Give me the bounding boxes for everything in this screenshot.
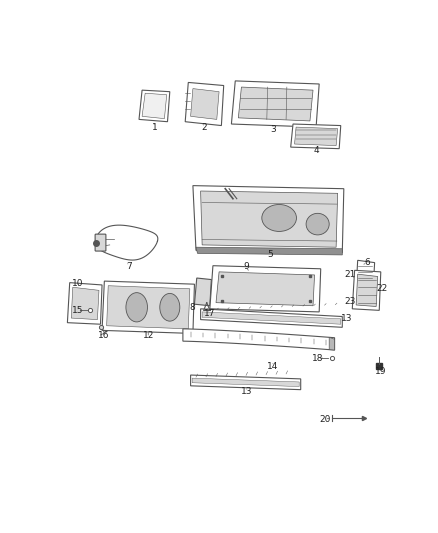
Text: 18: 18 xyxy=(312,353,323,362)
Polygon shape xyxy=(185,83,224,126)
Polygon shape xyxy=(196,247,342,255)
Text: 14: 14 xyxy=(267,362,279,371)
Text: 2: 2 xyxy=(201,123,206,132)
Polygon shape xyxy=(102,281,194,334)
Ellipse shape xyxy=(126,293,148,322)
Ellipse shape xyxy=(160,294,180,321)
Polygon shape xyxy=(191,88,219,119)
Polygon shape xyxy=(139,90,170,122)
Polygon shape xyxy=(238,87,313,121)
Polygon shape xyxy=(107,286,190,329)
Text: 23: 23 xyxy=(344,297,356,305)
Polygon shape xyxy=(194,278,212,306)
Text: 15: 15 xyxy=(72,306,83,315)
Polygon shape xyxy=(201,191,338,247)
Polygon shape xyxy=(67,282,102,324)
Polygon shape xyxy=(356,260,374,290)
Polygon shape xyxy=(291,124,341,149)
Text: 10: 10 xyxy=(72,279,84,288)
Text: 12: 12 xyxy=(142,330,154,340)
Polygon shape xyxy=(95,225,158,260)
Polygon shape xyxy=(352,270,381,310)
Text: 13: 13 xyxy=(241,387,253,397)
Text: 21: 21 xyxy=(344,270,356,279)
Text: 1: 1 xyxy=(152,123,157,132)
Polygon shape xyxy=(329,337,335,350)
Polygon shape xyxy=(71,287,99,320)
Text: 8: 8 xyxy=(189,303,195,312)
Polygon shape xyxy=(210,265,321,312)
Text: 4: 4 xyxy=(313,146,319,155)
Polygon shape xyxy=(193,185,344,253)
Polygon shape xyxy=(191,375,301,390)
Text: 16: 16 xyxy=(98,330,110,340)
Polygon shape xyxy=(231,81,319,127)
Text: 7: 7 xyxy=(126,262,132,271)
Text: 22: 22 xyxy=(377,284,388,293)
Ellipse shape xyxy=(306,213,329,235)
Text: 19: 19 xyxy=(375,367,386,376)
Text: 6: 6 xyxy=(365,258,371,267)
Polygon shape xyxy=(216,272,314,306)
Text: 13: 13 xyxy=(341,313,353,322)
Polygon shape xyxy=(202,312,341,324)
FancyBboxPatch shape xyxy=(95,234,106,251)
Polygon shape xyxy=(201,309,342,327)
Ellipse shape xyxy=(262,205,297,231)
Polygon shape xyxy=(183,329,335,350)
Text: 5: 5 xyxy=(267,251,273,260)
Polygon shape xyxy=(294,127,338,146)
Polygon shape xyxy=(192,378,299,386)
Text: 3: 3 xyxy=(270,125,276,134)
Polygon shape xyxy=(356,274,378,306)
Text: 9: 9 xyxy=(243,262,249,271)
Polygon shape xyxy=(142,93,167,119)
Text: 20: 20 xyxy=(319,415,330,424)
Text: 17: 17 xyxy=(204,309,215,318)
